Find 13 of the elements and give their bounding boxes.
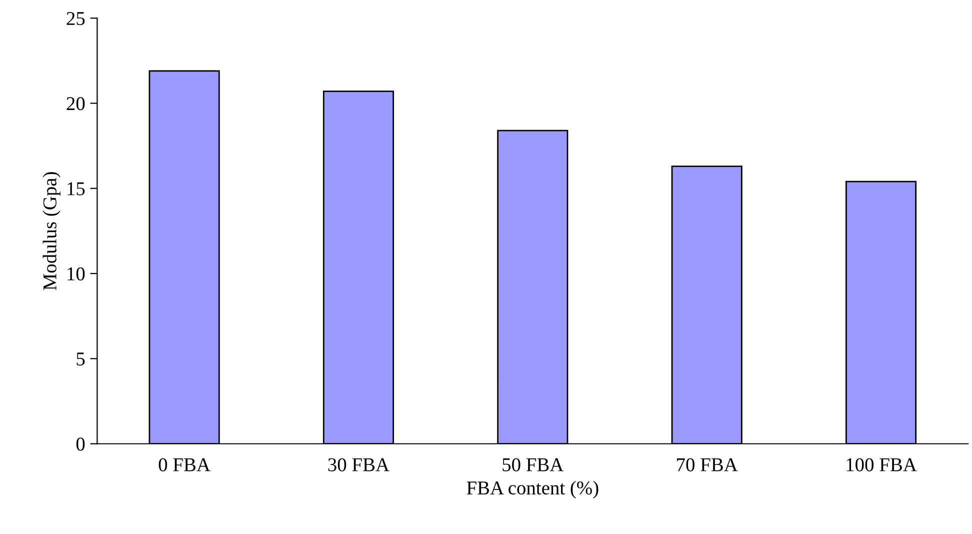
x-tick-label: 0 FBA bbox=[158, 458, 210, 472]
x-tick-label: 100 FBA bbox=[846, 458, 917, 472]
y-tick-label: 5 bbox=[76, 352, 85, 366]
y-tick-label: 20 bbox=[66, 97, 85, 110]
x-tick-label: 30 FBA bbox=[328, 458, 390, 472]
y-tick-label: 0 bbox=[76, 438, 85, 451]
y-axis-title: Modulus (Gpa) bbox=[42, 172, 60, 290]
y-tick-label: 15 bbox=[68, 182, 85, 196]
y-tick-label: 10 bbox=[68, 267, 85, 280]
x-tick-label: 50 FBA bbox=[502, 458, 564, 472]
y-tick-label: 25 bbox=[66, 12, 85, 26]
x-axis-title: FBA content (%) bbox=[466, 480, 598, 498]
x-tick-label: 70 FBA bbox=[677, 458, 738, 472]
